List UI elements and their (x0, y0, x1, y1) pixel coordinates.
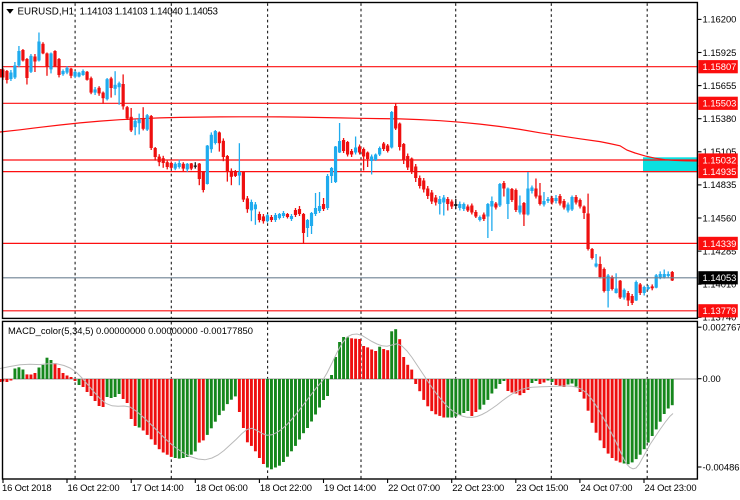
svg-text:22 Oct 07:00: 22 Oct 07:00 (388, 482, 440, 493)
svg-text:1.15105: 1.15105 (703, 146, 737, 157)
svg-text:1.15380: 1.15380 (703, 113, 737, 124)
svg-text:19 Oct 14:00: 19 Oct 14:00 (324, 482, 376, 493)
svg-text:24 Oct 07:00: 24 Oct 07:00 (580, 482, 632, 493)
svg-text:22 Oct 23:00: 22 Oct 23:00 (452, 482, 504, 493)
svg-text:0.00: 0.00 (703, 373, 721, 384)
svg-text:1.15925: 1.15925 (703, 47, 737, 58)
svg-text:1.14935: 1.14935 (703, 166, 737, 177)
svg-text:23 Oct 15:00: 23 Oct 15:00 (516, 482, 568, 493)
svg-text:1.14339: 1.14339 (703, 238, 737, 249)
svg-text:1.13779: 1.13779 (703, 305, 737, 316)
svg-text:1.14835: 1.14835 (703, 179, 737, 190)
svg-text:1.14053: 1.14053 (703, 272, 737, 283)
svg-text:1.14560: 1.14560 (703, 212, 737, 223)
svg-text:EURUSD,H1: EURUSD,H1 (18, 7, 75, 18)
svg-text:1.16200: 1.16200 (703, 14, 737, 25)
svg-text:16 Oct 22:00: 16 Oct 22:00 (68, 482, 120, 493)
svg-text:MACD_color(5,34,5) 0.00000000: MACD_color(5,34,5) 0.00000000 0.00000000… (8, 325, 253, 336)
svg-text:1.15032: 1.15032 (703, 154, 737, 165)
svg-text:24 Oct 23:00: 24 Oct 23:00 (645, 482, 697, 493)
svg-text:1.15655: 1.15655 (703, 80, 737, 91)
svg-text:18 Oct 22:00: 18 Oct 22:00 (260, 482, 312, 493)
svg-text:1.15807: 1.15807 (703, 61, 737, 72)
svg-text:-0.0048685: -0.0048685 (703, 461, 740, 472)
svg-text:1.14285: 1.14285 (703, 245, 737, 256)
svg-text:1.14103 1.14103 1.14040 1.1405: 1.14103 1.14103 1.14040 1.14053 (80, 7, 219, 18)
svg-text:1.15503: 1.15503 (703, 98, 737, 109)
svg-text:17 Oct 14:00: 17 Oct 14:00 (132, 482, 184, 493)
svg-text:0.0027675: 0.0027675 (703, 322, 740, 333)
svg-text:16 Oct 2018: 16 Oct 2018 (2, 482, 51, 493)
svg-text:18 Oct 06:00: 18 Oct 06:00 (196, 482, 248, 493)
